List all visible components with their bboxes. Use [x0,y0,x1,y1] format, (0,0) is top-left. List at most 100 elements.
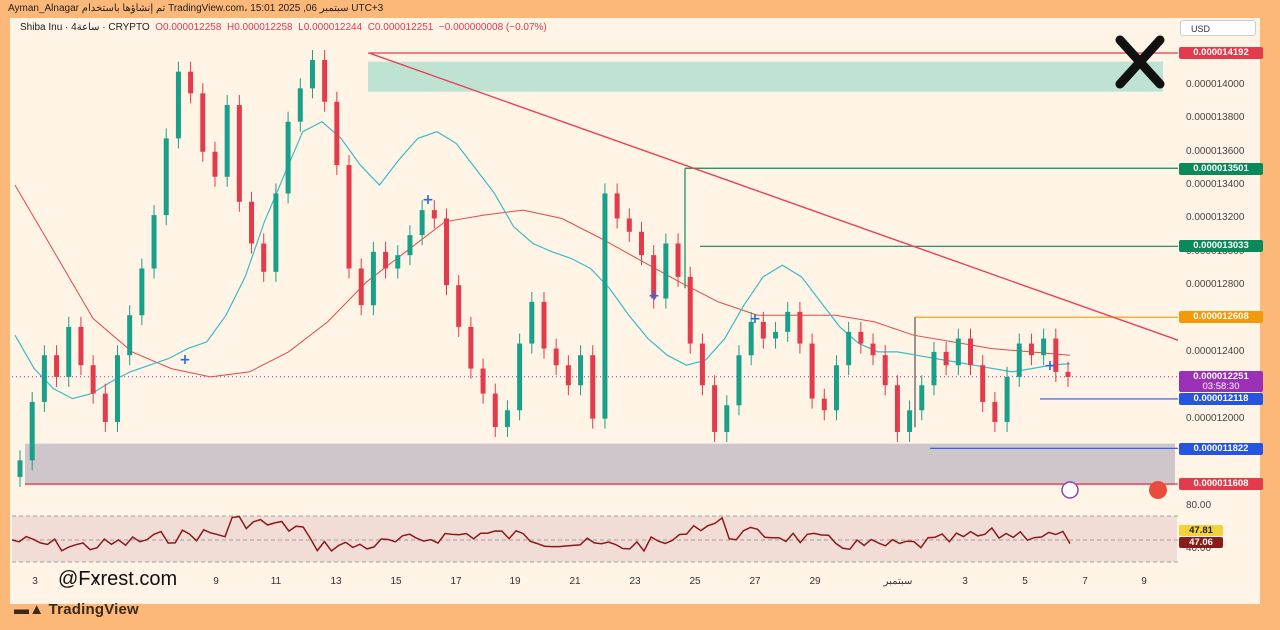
candle-body [151,215,157,269]
candle-body [687,276,693,344]
candle-body [663,243,669,299]
candle-body [553,348,559,366]
level-tag: 0.000012608 [1179,311,1263,323]
candle-body [699,343,705,386]
level-tag: 0.000011822 [1179,443,1263,455]
export-caption: Ayman_Alnagar تم إنشاؤها باستخدام Tradin… [8,3,384,14]
rsi-value-tag: 47.81 [1179,525,1223,536]
candle-body [17,460,23,477]
candle-body [736,355,742,406]
candle-body [517,343,523,411]
candle-body [785,311,791,332]
candle-body [1053,338,1059,372]
candle-body [444,218,450,286]
candle-body [529,301,535,344]
candle-body [590,355,596,419]
date-tick: 9 [213,576,219,587]
candle-body [175,71,181,139]
candle-body [480,368,486,394]
current-price: 0.000012251 [1193,371,1249,382]
candle-body [297,88,303,122]
level-tag: 0.000014192 [1179,47,1263,59]
rsi-tick: 80.00 [1186,500,1212,511]
brand-label: TradingView [48,601,139,618]
candle-body [395,255,401,269]
candle-body [578,355,584,386]
candle-body [261,243,267,272]
date-tick: 3 [962,576,968,587]
candle-body [565,365,571,386]
candle-body [78,326,84,366]
candle-body [1016,343,1022,377]
candle-body [773,331,779,339]
candle-body [943,351,949,366]
candle-body [370,251,376,306]
rsi-line [11,515,1071,553]
candle-body [858,331,864,344]
candle-body [712,385,718,432]
price-tick: 0.000013800 [1186,112,1245,123]
candle-body [955,338,961,366]
candle-body [273,193,279,272]
level-tag: 0.000012118 [1179,393,1263,405]
date-tick: 17 [450,576,462,587]
symbol-label: Shiba Inu · 4ساعة · CRYPTO [20,22,150,33]
candle-body [1065,371,1071,377]
candle-body [66,326,72,377]
rsi-tick: 40.00 [1186,543,1212,554]
price-tick: 0.000013600 [1186,146,1245,157]
close-value: C0.000012251 [367,22,434,33]
candle-body [358,268,364,306]
cross-marker: + [422,192,434,208]
candle-body [724,405,730,432]
candle-body [383,251,389,269]
candle-body [139,268,145,316]
candle-body [980,365,986,402]
date-tick: 7 [93,576,99,587]
candle-body [346,165,352,269]
price-tick: 0.000013400 [1186,179,1245,190]
candle-body [602,193,608,419]
level-tag: 0.000013501 [1179,163,1263,175]
candle-body [870,343,876,356]
change-value: −0.000000008 (−0.07%) [438,22,547,33]
candle-body [212,151,218,177]
candle-body [919,385,925,411]
date-tick: سبتمبر [883,576,913,587]
date-tick: 27 [749,576,761,587]
ohlc-legend: Shiba Inu · 4ساعة · CRYPTO O0.000012258 … [20,22,547,33]
candle-body [41,355,47,402]
candle-body [419,210,425,236]
date-tick: 13 [330,576,342,587]
tradingview-logo: ▬▲ TradingView [14,601,139,618]
date-tick: 15 [390,576,402,587]
date-tick: 19 [509,576,521,587]
candle-body [492,393,498,427]
price-tick: 0.000012000 [1186,413,1245,424]
slow-moving-average [14,184,1071,378]
candle-body [797,311,803,344]
date-tick: 29 [809,576,821,587]
candle-body [54,355,60,377]
fast-moving-average [14,120,1071,400]
date-tick: 7 [1082,576,1088,587]
low-value: L0.000012244 [298,22,363,33]
candle-body [504,410,510,427]
candle-body [894,385,900,432]
cross-marker: + [179,352,191,368]
cross-marker: + [749,311,761,327]
trendline [369,52,1179,341]
date-tick: 23 [629,576,641,587]
open-value: O0.000012258 [155,22,222,33]
candle-body [322,60,328,102]
candle-body [102,393,108,422]
candle-body [200,93,206,152]
candle-body [90,365,96,394]
candle-body [407,235,413,256]
candle-body [541,301,547,349]
candle-body [114,355,120,422]
candle-body [992,401,998,422]
candle-body [431,210,437,219]
currency-button[interactable]: USD [1180,20,1256,36]
